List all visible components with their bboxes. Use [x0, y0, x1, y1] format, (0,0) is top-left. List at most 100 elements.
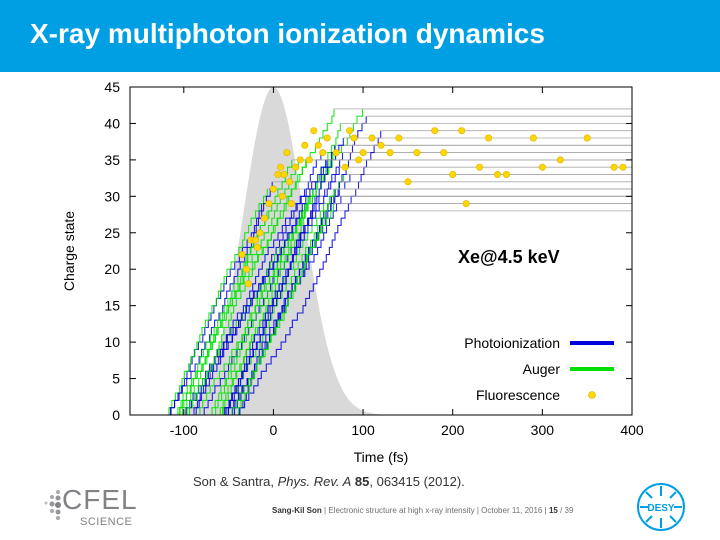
trajectory — [221, 166, 632, 416]
fluorescence-point — [256, 229, 264, 237]
y-tick-label: 0 — [112, 407, 120, 423]
fluorescence-point — [355, 156, 363, 164]
fluorescence-point — [386, 149, 394, 157]
legend-swatch — [588, 391, 596, 399]
legend-label: Auger — [523, 361, 561, 377]
fluorescence-point — [610, 163, 618, 171]
fluorescence-point — [458, 127, 466, 135]
x-tick-label: 100 — [351, 422, 375, 438]
y-tick-label: 35 — [104, 152, 120, 168]
fluorescence-point — [583, 134, 591, 142]
fluorescence-point — [278, 192, 286, 200]
desy-emblem-icon: DESY — [637, 483, 685, 531]
plot-frame — [129, 86, 633, 416]
y-tick-label: 30 — [104, 188, 120, 204]
fluorescence-points — [238, 127, 627, 288]
legend-label: Photoionization — [464, 335, 560, 351]
trajectory-steps — [167, 181, 273, 416]
footer-sep-2: | — [476, 506, 479, 515]
fluorescence-point — [341, 163, 349, 171]
y-axis-label: Charge state — [61, 211, 77, 291]
fluorescence-point — [277, 163, 285, 171]
fluorescence-point — [346, 127, 354, 135]
chart-annotation: Xe@4.5 keV — [458, 247, 560, 267]
fluorescence-point — [274, 171, 282, 179]
x-tick-label: 0 — [270, 422, 278, 438]
fluorescence-point — [538, 163, 546, 171]
fluorescence-point — [283, 149, 291, 157]
fluorescence-point — [359, 149, 367, 157]
fluorescence-point — [350, 134, 358, 142]
trajectory-steps — [221, 167, 340, 416]
footer-page: 15 — [548, 506, 558, 515]
fluorescence-point — [332, 149, 340, 157]
fluorescence-point — [301, 141, 309, 149]
pulse-area — [156, 87, 390, 415]
fluorescence-point — [310, 127, 318, 135]
trajectory-steps — [235, 189, 336, 416]
citation-authors: Son & Santra, — [193, 474, 274, 489]
y-tick-label: 45 — [104, 79, 120, 95]
footer-total: / 39 — [560, 506, 574, 515]
footer-date: October 11, 2016 — [481, 506, 543, 515]
y-tick-label: 10 — [104, 334, 120, 350]
trajectory — [235, 188, 632, 416]
fluorescence-point — [493, 171, 501, 179]
fluorescence-point — [314, 141, 322, 149]
fluorescence-point — [556, 156, 564, 164]
charge-state-chart: -100 0 100 200 300 400 0 5 10 15 20 25 30 35 40 45 Time… — [61, 79, 644, 465]
trajectory — [181, 108, 632, 416]
fluorescence-point — [238, 251, 246, 259]
footer: Sang-Kil Son | Electronic structure at h… — [272, 506, 573, 515]
fluorescence-point — [368, 134, 376, 142]
trajectory-steps — [166, 189, 268, 416]
footer-sep-3: | — [544, 506, 547, 515]
x-axis-label: Time (fs) — [354, 449, 409, 465]
fluorescence-point — [323, 134, 331, 142]
fluorescence-point — [296, 156, 304, 164]
trajectory-steps — [196, 145, 336, 416]
fluorescence-point — [287, 200, 295, 208]
cfel-logo: CFEL SCIENCE — [40, 484, 140, 530]
footer-sep-1: | — [324, 506, 327, 515]
cfel-subtitle: SCIENCE — [80, 516, 133, 528]
fluorescence-point — [462, 200, 470, 208]
trajectory-steps — [176, 159, 299, 416]
y-tick-label: 15 — [104, 298, 120, 314]
x-tick-label: 400 — [620, 422, 644, 438]
fluorescence-point — [286, 178, 294, 186]
trajectory — [223, 195, 632, 416]
trajectory-steps — [173, 159, 293, 416]
fluorescence-point — [253, 243, 261, 251]
trajectory-steps — [183, 159, 327, 416]
cfel-wordmark: CFEL — [62, 484, 138, 515]
fluorescence-point — [485, 134, 493, 142]
y-tick-label: 5 — [112, 371, 120, 387]
trajectory — [183, 159, 632, 416]
fluorescence-point — [269, 185, 277, 193]
footer-author: Sang-Kil Son — [272, 506, 322, 515]
fluorescence-point — [413, 149, 421, 157]
x-tick-label: -100 — [170, 422, 198, 438]
fluorescence-point — [476, 163, 484, 171]
trajectory-steps — [223, 196, 342, 416]
title-bar: X-ray multiphoton ionization dynamics — [0, 0, 720, 72]
fluorescence-point — [529, 134, 537, 142]
y-tick-label: 40 — [104, 115, 120, 131]
y-tick-label: 20 — [104, 261, 120, 277]
cfel-dots-icon — [44, 490, 61, 520]
pulse-envelope — [156, 87, 390, 415]
fluorescence-point — [440, 149, 448, 157]
slide-title: X-ray multiphoton ionization dynamics — [30, 18, 545, 49]
desy-wordmark: DESY — [647, 503, 675, 514]
fluorescence-point — [502, 171, 510, 179]
fluorescence-point — [619, 163, 627, 171]
citation-volume: 85 — [354, 474, 370, 489]
fluorescence-point — [244, 280, 252, 288]
fluorescence-point — [305, 156, 313, 164]
fluorescence-point — [265, 200, 273, 208]
trajectory-steps — [181, 108, 335, 416]
legend: Photoionization Auger Fluorescence — [464, 335, 614, 403]
fluorescence-point — [243, 265, 251, 273]
fluorescence-point — [395, 134, 403, 142]
